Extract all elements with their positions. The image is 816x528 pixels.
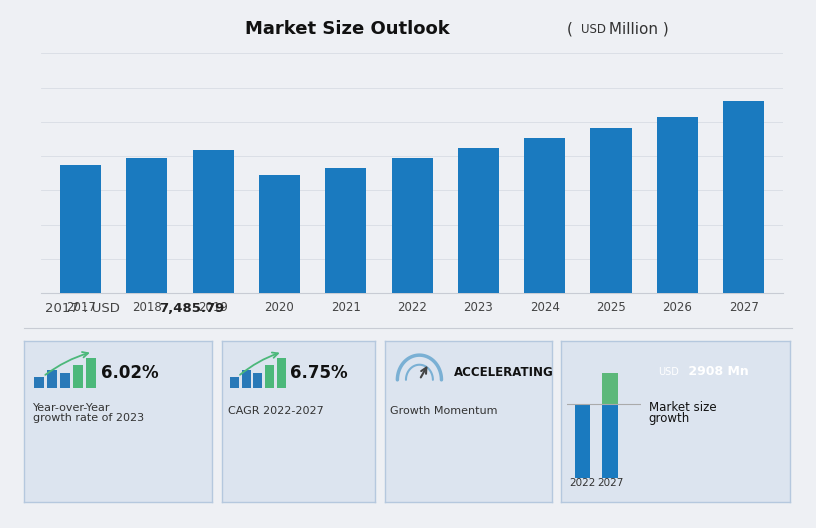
Text: growth: growth	[649, 412, 690, 425]
Bar	[392, 158, 432, 293]
Bar	[73, 365, 83, 388]
Bar	[230, 376, 239, 388]
Text: 6.75%: 6.75%	[290, 364, 348, 382]
Bar	[326, 168, 366, 293]
Text: CAGR 2022-2027: CAGR 2022-2027	[228, 406, 324, 416]
Bar	[657, 117, 698, 293]
Bar	[193, 150, 233, 293]
Bar	[265, 365, 274, 388]
Bar	[254, 373, 262, 388]
Text: ACCELERATING: ACCELERATING	[454, 366, 553, 379]
Text: Million ): Million )	[604, 22, 668, 36]
Bar	[458, 148, 499, 293]
Bar	[34, 376, 44, 388]
Text: USD: USD	[581, 23, 606, 35]
Text: 2017 : USD: 2017 : USD	[45, 303, 128, 315]
Text: Market size: Market size	[649, 401, 716, 414]
Bar	[126, 158, 167, 293]
Bar	[723, 101, 764, 293]
Bar	[602, 404, 618, 478]
Text: USD: USD	[658, 367, 679, 376]
Bar	[47, 370, 57, 388]
Text: Market Size Outlook: Market Size Outlook	[245, 20, 450, 38]
Bar	[259, 175, 300, 293]
Text: 2908 Mn: 2908 Mn	[684, 365, 749, 378]
Bar	[86, 359, 96, 388]
Text: 6.02%: 6.02%	[101, 364, 159, 382]
Text: Year-over-Year: Year-over-Year	[33, 403, 110, 412]
Bar	[524, 138, 565, 293]
Text: 2022: 2022	[570, 478, 596, 488]
Text: 2027: 2027	[596, 478, 623, 488]
Text: growth rate of 2023: growth rate of 2023	[33, 413, 144, 423]
Text: Growth Momentum: Growth Momentum	[390, 406, 498, 416]
Bar	[60, 165, 101, 293]
Bar	[574, 404, 590, 478]
Bar	[242, 370, 251, 388]
Bar	[591, 128, 632, 293]
Text: 7,485.79: 7,485.79	[159, 303, 224, 315]
Text: (: (	[567, 22, 578, 36]
Bar	[602, 373, 618, 404]
Bar	[60, 373, 70, 388]
Bar	[277, 359, 286, 388]
